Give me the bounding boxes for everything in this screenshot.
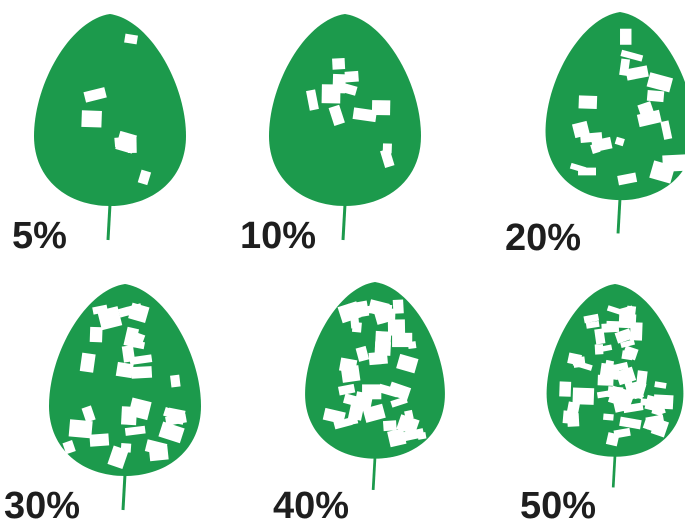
leaf-hole bbox=[563, 410, 578, 424]
leaf-hole bbox=[601, 323, 619, 333]
leaf-hole bbox=[579, 95, 598, 109]
defoliation-figure: 5% 10% 20% 30% 40% 50% bbox=[0, 0, 685, 524]
leaf-hole bbox=[619, 314, 637, 329]
leaf-hole bbox=[393, 299, 404, 313]
leaf-blade bbox=[269, 14, 421, 206]
leaf-stem bbox=[343, 204, 345, 240]
leaf-hole bbox=[600, 363, 620, 380]
leaf-hole bbox=[345, 71, 359, 83]
leaf-stem bbox=[123, 474, 125, 510]
leaf-hole bbox=[620, 29, 631, 45]
leaf-hole bbox=[131, 366, 152, 379]
leaf-blade bbox=[34, 14, 186, 206]
leaf-stem bbox=[613, 455, 615, 487]
leaf-hole bbox=[348, 300, 369, 318]
leaf bbox=[269, 14, 421, 240]
leaves bbox=[34, 12, 685, 510]
leaf bbox=[546, 12, 685, 233]
leaf-hole bbox=[383, 420, 397, 431]
leaf bbox=[49, 284, 201, 510]
leaf-hole bbox=[662, 154, 685, 172]
leaf-stem bbox=[618, 198, 620, 233]
leaf bbox=[547, 284, 684, 487]
leaf-stem bbox=[108, 204, 110, 240]
leaf-hole bbox=[332, 58, 345, 70]
leaf-stem bbox=[373, 457, 375, 490]
leaf-hole bbox=[149, 445, 169, 461]
leaf bbox=[305, 282, 445, 490]
leaf-hole bbox=[402, 418, 413, 431]
leaf bbox=[34, 14, 186, 240]
leaf-hole bbox=[170, 375, 181, 388]
panel-label: 20% bbox=[505, 217, 581, 259]
leaf-hole bbox=[647, 90, 664, 102]
panel-label: 5% bbox=[12, 215, 67, 257]
panel-label: 10% bbox=[240, 215, 316, 257]
leaf-hole bbox=[559, 381, 571, 396]
leaf-hole bbox=[603, 413, 614, 420]
leaf-hole bbox=[578, 168, 596, 176]
leaf-hole bbox=[80, 353, 96, 373]
leaf-hole bbox=[81, 110, 102, 127]
leaf-hole bbox=[375, 341, 391, 356]
leaf-hole bbox=[89, 433, 109, 446]
page: 5% 10% 20% 30% 40% 50% (() => { const da… bbox=[0, 0, 685, 524]
leaf-hole bbox=[322, 84, 341, 103]
panel-label: 50% bbox=[520, 485, 596, 524]
leaf-hole bbox=[90, 327, 103, 342]
leaf-hole bbox=[350, 316, 359, 328]
panel-label: 30% bbox=[4, 485, 80, 524]
leaf-hole bbox=[121, 406, 137, 425]
leaf-hole bbox=[408, 341, 417, 349]
leaf-hole bbox=[621, 350, 633, 360]
panel-label: 40% bbox=[273, 485, 349, 524]
leaf-hole bbox=[69, 419, 93, 438]
leaf-hole bbox=[572, 388, 594, 405]
